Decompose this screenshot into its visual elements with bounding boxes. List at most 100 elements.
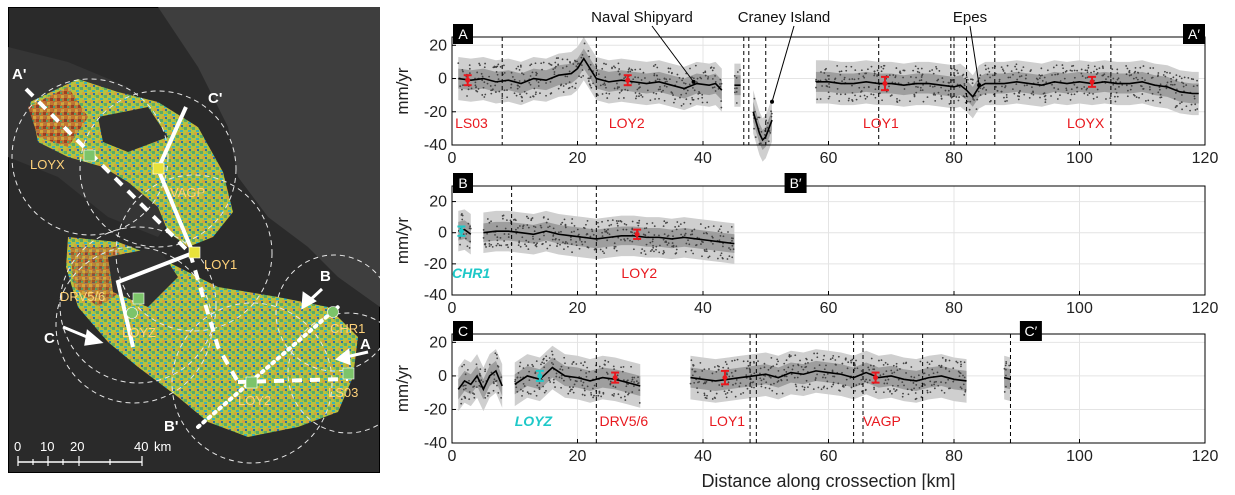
insar-point bbox=[629, 70, 632, 73]
insar-point bbox=[720, 106, 723, 109]
insar-point bbox=[586, 219, 589, 222]
insar-point bbox=[633, 385, 635, 387]
insar-point bbox=[963, 83, 966, 85]
y-tick-label: 0 bbox=[438, 368, 447, 385]
insar-point bbox=[757, 116, 760, 119]
insar-point bbox=[572, 391, 575, 394]
insar-point bbox=[564, 242, 567, 245]
insar-point bbox=[703, 249, 706, 251]
insar-point bbox=[665, 85, 668, 88]
insar-point bbox=[573, 383, 576, 386]
insar-point bbox=[851, 99, 853, 101]
insar-point bbox=[593, 394, 595, 397]
insar-point bbox=[592, 233, 595, 236]
insar-point bbox=[587, 246, 590, 249]
insar-point bbox=[895, 389, 898, 391]
insar-point bbox=[618, 68, 621, 70]
insar-point bbox=[684, 82, 687, 85]
insar-point bbox=[880, 70, 883, 73]
panel-letter: C bbox=[458, 323, 468, 339]
insar-point bbox=[652, 91, 655, 94]
insar-point bbox=[1044, 98, 1047, 101]
insar-point bbox=[708, 368, 710, 370]
insar-point bbox=[647, 231, 650, 234]
insar-point bbox=[570, 222, 573, 225]
insar-point bbox=[1093, 65, 1096, 68]
annotation-epes: Epes bbox=[953, 9, 987, 26]
insar-point bbox=[936, 79, 939, 82]
insar-point bbox=[534, 226, 537, 229]
insar-point bbox=[1005, 94, 1008, 96]
insar-point bbox=[831, 370, 834, 373]
gps-point bbox=[873, 375, 879, 381]
insar-point bbox=[631, 240, 634, 243]
profile-mean-line bbox=[752, 111, 773, 142]
insar-point bbox=[1138, 96, 1140, 99]
insar-point bbox=[1151, 92, 1154, 95]
insar-point bbox=[506, 219, 508, 221]
insar-point bbox=[688, 243, 691, 246]
insar-point bbox=[597, 225, 600, 228]
insar-point bbox=[552, 363, 555, 366]
insar-point bbox=[910, 76, 912, 78]
insar-point bbox=[580, 56, 583, 59]
insar-point bbox=[1157, 91, 1160, 94]
insar-point bbox=[758, 142, 761, 145]
insar-point bbox=[959, 372, 962, 375]
map-svg: A' C' B C A B' LOYX VAGP LOY1 DRV5/6 LOY… bbox=[7, 6, 409, 474]
insar-point bbox=[969, 78, 972, 81]
gps-errorbar-loy1 bbox=[720, 369, 729, 386]
insar-point bbox=[624, 88, 627, 91]
annotation-arrowhead bbox=[977, 83, 982, 88]
insar-point bbox=[1056, 98, 1059, 100]
insar-point bbox=[635, 95, 638, 98]
insar-point bbox=[879, 374, 882, 377]
panel-letter: A bbox=[458, 26, 468, 42]
insar-point bbox=[564, 362, 566, 365]
insar-point bbox=[854, 390, 856, 392]
insar-point bbox=[724, 393, 727, 395]
insar-point bbox=[568, 81, 571, 84]
insar-point bbox=[607, 219, 609, 222]
insar-point bbox=[979, 94, 982, 96]
insar-point bbox=[785, 375, 788, 378]
insar-point bbox=[753, 372, 756, 375]
insar-point bbox=[560, 377, 563, 380]
insar-point bbox=[1140, 84, 1142, 87]
insar-point bbox=[689, 233, 692, 236]
insar-point bbox=[531, 235, 534, 238]
gps-errorbar-loyx bbox=[1088, 75, 1097, 88]
insar-point bbox=[794, 354, 797, 357]
insar-point bbox=[604, 364, 606, 366]
insar-point bbox=[518, 240, 521, 243]
insar-point bbox=[538, 388, 541, 390]
insar-point bbox=[845, 378, 848, 381]
insar-point bbox=[771, 389, 774, 392]
insar-point bbox=[698, 91, 700, 93]
profile-mean-line bbox=[690, 370, 967, 382]
insar-point bbox=[1165, 87, 1168, 90]
insar-point bbox=[876, 69, 879, 72]
insar-point bbox=[920, 67, 923, 70]
insar-point bbox=[564, 75, 567, 78]
insar-point bbox=[987, 67, 990, 70]
insar-point bbox=[937, 91, 940, 94]
insar-point bbox=[590, 75, 592, 78]
insar-point bbox=[632, 78, 635, 81]
insar-point bbox=[843, 78, 846, 81]
insar-point bbox=[503, 233, 506, 235]
x-tick-label: 120 bbox=[1192, 448, 1219, 465]
insar-point bbox=[933, 383, 936, 386]
insar-point bbox=[867, 366, 870, 369]
insar-point bbox=[580, 76, 583, 79]
insar-point bbox=[830, 385, 833, 388]
insar-point bbox=[720, 225, 722, 228]
insar-point bbox=[949, 387, 951, 390]
y-tick-label: 0 bbox=[438, 71, 447, 88]
insar-point bbox=[462, 233, 465, 236]
insar-point bbox=[701, 255, 703, 258]
profile-arrows bbox=[62, 287, 369, 366]
insar-point bbox=[634, 76, 637, 79]
insar-point bbox=[1003, 96, 1005, 99]
